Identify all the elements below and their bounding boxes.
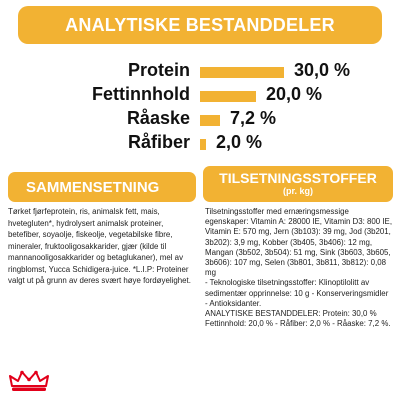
analytics-bar [200,139,206,150]
additives-title: TILSETNINGSSTOFFER [219,170,377,186]
royal-canin-crown-icon [8,370,50,394]
analytics-bar [200,115,220,126]
additives-line: 3b202): 3,9 mg, Kobber (3b405, 3b406): 1… [205,237,373,247]
analytics-table: Protein 30,0 % Fettinnhold 20,0 % Råaske… [0,56,400,166]
composition-line: betefiber, soyaolje, fiskeolje, vegetabi… [8,230,173,239]
composition-header: SAMMENSETNING [8,172,196,202]
analytics-row-protein: Protein 30,0 % [0,60,400,84]
analytics-label: Råaske [126,108,190,128]
composition-line: hvetegluten*, hydrolysert animalsk prote… [8,218,164,228]
additives-line: Vitamin E: 570 mg, Jern (3b103): 39 mg, … [205,227,391,237]
additives-line: Mangan (3b502, 3b504): 51 mg, Sink (3b60… [205,247,391,257]
analytics-header-banner: ANALYTISKE BESTANDDELER [18,6,382,44]
analytics-label: Protein [127,60,190,80]
additives-line: 3b606): 107 mg, Selen (3b801, 3b811, 3b8… [205,258,387,278]
additives-line: - Teknologiske tilsetningsstoffer: Klino… [205,278,370,288]
analytics-label: Fettinnhold [92,84,190,104]
analytics-label: Råfiber [127,132,190,152]
composition-line: valgt ut på grunn av deres svært høye fo… [8,276,191,285]
additives-line: sedimentær opprinnelse: 10 g - Konserver… [205,288,389,298]
analytics-row-ash: Råaske 7,2 % [0,108,400,132]
composition-line: mineraler, fruktooligosakkarider, gjær (… [8,241,167,251]
additives-text: Tilsetningsstoffer med ernæringsmessige … [205,207,395,329]
additives-line: ANALYTISKE BESTANDDELER: Protein: 30,0 % [205,309,377,319]
additives-header: TILSETNINGSSTOFFER (pr. kg) [203,166,393,202]
additives-line: egenskaper: Vitamin A: 28000 IE, Vitamin… [205,217,393,227]
composition-text: Tørket fjørfeprotein, ris, animalsk fett… [8,207,198,288]
additives-line: - Antioksidanter. [205,298,262,308]
analytics-header-title: ANALYTISKE BESTANDDELER [65,14,335,35]
composition-line: ringblomst, Yucca Schidigera-juice. *L.I… [8,264,189,274]
analytics-row-fiber: Råfiber 2,0 % [0,132,400,156]
additives-line: Tilsetningsstoffer med ernæringsmessige [205,207,349,216]
additives-subtitle: (pr. kg) [282,186,313,196]
analytics-value: 2,0 % [216,132,263,152]
composition-line: mannanooligosakkarider og betaglukaner),… [8,253,184,262]
analytics-bar [200,67,284,78]
composition-title: SAMMENSETNING [26,178,160,196]
analytics-value: 7,2 % [230,108,277,128]
analytics-bar [200,91,256,102]
analytics-value: 20,0 % [266,84,323,104]
analytics-row-fat: Fettinnhold 20,0 % [0,84,400,108]
composition-line: Tørket fjørfeprotein, ris, animalsk fett… [8,207,160,216]
additives-line: Fettinnhold: 20,0 % - Råfiber: 2,0 % - R… [205,319,391,329]
analytics-value: 30,0 % [294,60,351,80]
